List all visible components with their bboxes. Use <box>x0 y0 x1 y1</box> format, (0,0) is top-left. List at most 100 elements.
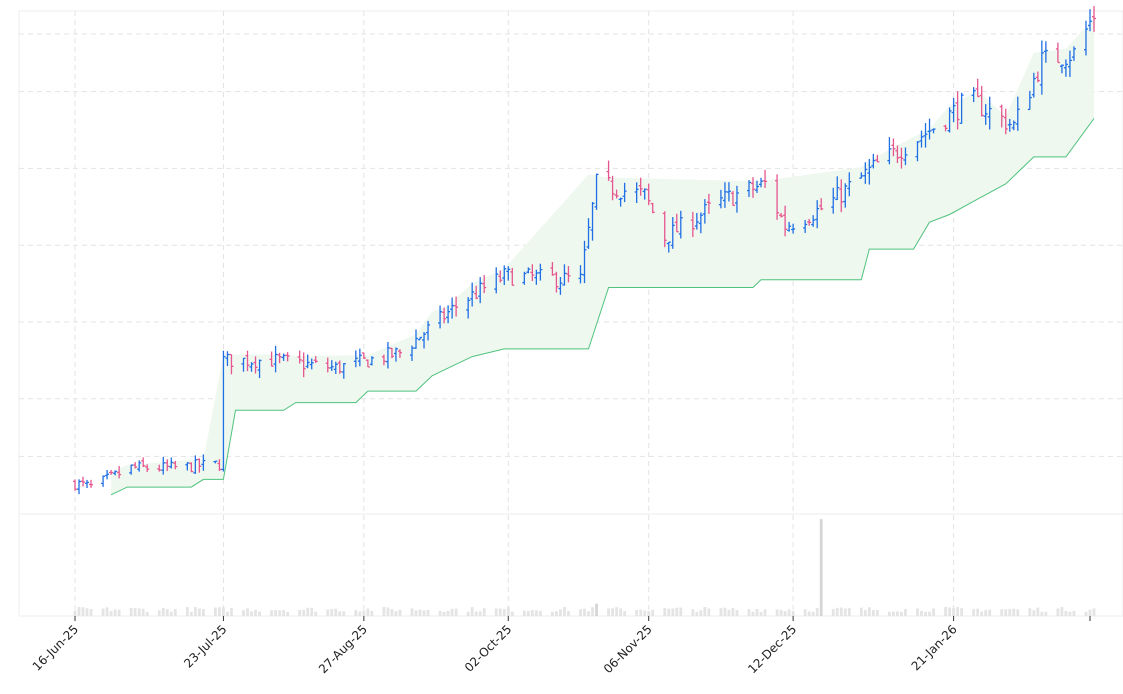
ohlc-bar <box>562 264 567 286</box>
ohlc-bar <box>1059 64 1064 74</box>
ohlc-bar <box>1043 41 1048 63</box>
volume-bar <box>278 610 282 616</box>
ohlc-bar <box>506 266 511 281</box>
volume-bar <box>334 608 338 616</box>
ohlc-bar <box>309 358 314 370</box>
ohlc-bar <box>1067 50 1072 77</box>
ohlc-bar <box>634 182 639 204</box>
volume-bar <box>587 611 590 616</box>
stop-band-layer <box>110 18 1095 496</box>
ohlc-bar <box>927 118 932 140</box>
volume-bar <box>502 608 506 616</box>
ohlc-bar <box>305 354 310 369</box>
ohlc-bar <box>397 349 402 358</box>
volume-bar <box>731 608 735 616</box>
ohlc-bar <box>931 128 936 134</box>
ohlc-bar <box>89 479 94 488</box>
ohlc-bar <box>783 205 788 237</box>
volume-bar <box>819 519 823 616</box>
ohlc-bar <box>618 197 623 207</box>
ohlc-bar <box>638 177 643 196</box>
ohlc-bar <box>241 357 246 372</box>
volume-bar <box>534 610 538 616</box>
volume-bar <box>270 610 273 616</box>
volume-bars-layer <box>73 519 1096 616</box>
x-tick-label: 06-Nov-25 <box>601 622 655 676</box>
volume-bar <box>1084 611 1088 616</box>
volume-bar <box>1040 611 1044 616</box>
volume-bar <box>1088 609 1092 616</box>
volume-bar <box>723 607 727 616</box>
volume-bar <box>189 611 193 616</box>
volume-bar <box>671 608 675 616</box>
volume-bar <box>394 611 398 616</box>
ohlc-bar <box>803 219 808 233</box>
volume-bar <box>892 611 895 616</box>
volume-bar <box>494 608 498 616</box>
volume-bar <box>418 609 422 616</box>
volume-bar <box>763 609 767 616</box>
volume-bar <box>1004 609 1008 616</box>
ohlc-bar <box>1011 120 1016 131</box>
volume-bar <box>242 610 245 616</box>
ohlc-bar <box>899 147 904 169</box>
volume-bar <box>370 610 374 616</box>
ohlc-bar <box>887 137 892 165</box>
ohlc-bar <box>77 479 82 495</box>
ohlc-bar <box>791 223 796 234</box>
ohlc-bar <box>353 350 358 368</box>
ohlc-bar <box>718 189 723 209</box>
ohlc-bar <box>722 182 727 208</box>
ohlc-bar <box>690 211 695 238</box>
volume-bar <box>274 610 277 616</box>
volume-bar <box>362 610 366 616</box>
ohlc-bar <box>333 361 338 375</box>
volume-bar <box>185 607 189 616</box>
volume-bar <box>875 610 879 616</box>
volume-bar <box>506 607 510 616</box>
volume-bar <box>735 610 739 616</box>
volume-bar <box>896 611 899 616</box>
ohlc-bar <box>614 189 619 199</box>
x-tick-label: 23-Jul-25 <box>181 622 229 670</box>
volume-bar <box>1008 608 1012 616</box>
ohlc-bar <box>751 177 756 198</box>
volume-bar <box>286 611 290 616</box>
ohlc-bar <box>277 352 282 364</box>
volume-bar <box>446 610 450 616</box>
volume-bar <box>474 611 478 616</box>
ohlc-bar <box>197 458 202 473</box>
volume-bar <box>871 610 875 616</box>
volume-bar <box>137 608 141 616</box>
volume-bar <box>639 609 643 616</box>
volume-bar <box>105 607 109 616</box>
stop-band-fill <box>111 18 1095 495</box>
ohlc-bar <box>137 460 142 472</box>
volume-bar <box>679 607 683 616</box>
volume-bar <box>779 609 783 616</box>
volume-bar <box>623 611 627 616</box>
ohlc-bar <box>466 297 471 319</box>
volume-bar <box>611 608 614 616</box>
ohlc-bar <box>875 154 880 163</box>
volume-bar <box>157 610 161 616</box>
ohlc-bar <box>702 199 707 224</box>
ohlc-bar <box>145 464 150 473</box>
ohlc-bar <box>482 275 487 294</box>
volume-bar <box>193 607 197 616</box>
volume-bar <box>755 609 759 616</box>
volume-bar <box>835 607 839 616</box>
ohlc-bar <box>157 464 162 472</box>
volume-bar <box>141 608 145 616</box>
ohlc-bar <box>161 456 166 475</box>
ohlc-bar <box>510 267 515 286</box>
ohlc-bar <box>478 277 483 304</box>
x-tick-label: 21-Jan-26 <box>909 622 960 673</box>
volume-bar <box>920 610 923 616</box>
volume-bar <box>526 611 530 616</box>
volume-bar <box>414 610 418 616</box>
ohlc-bar <box>566 266 571 283</box>
ohlc-bar <box>269 351 274 367</box>
volume-bar <box>976 608 980 616</box>
ohlc-bar <box>1027 90 1032 111</box>
